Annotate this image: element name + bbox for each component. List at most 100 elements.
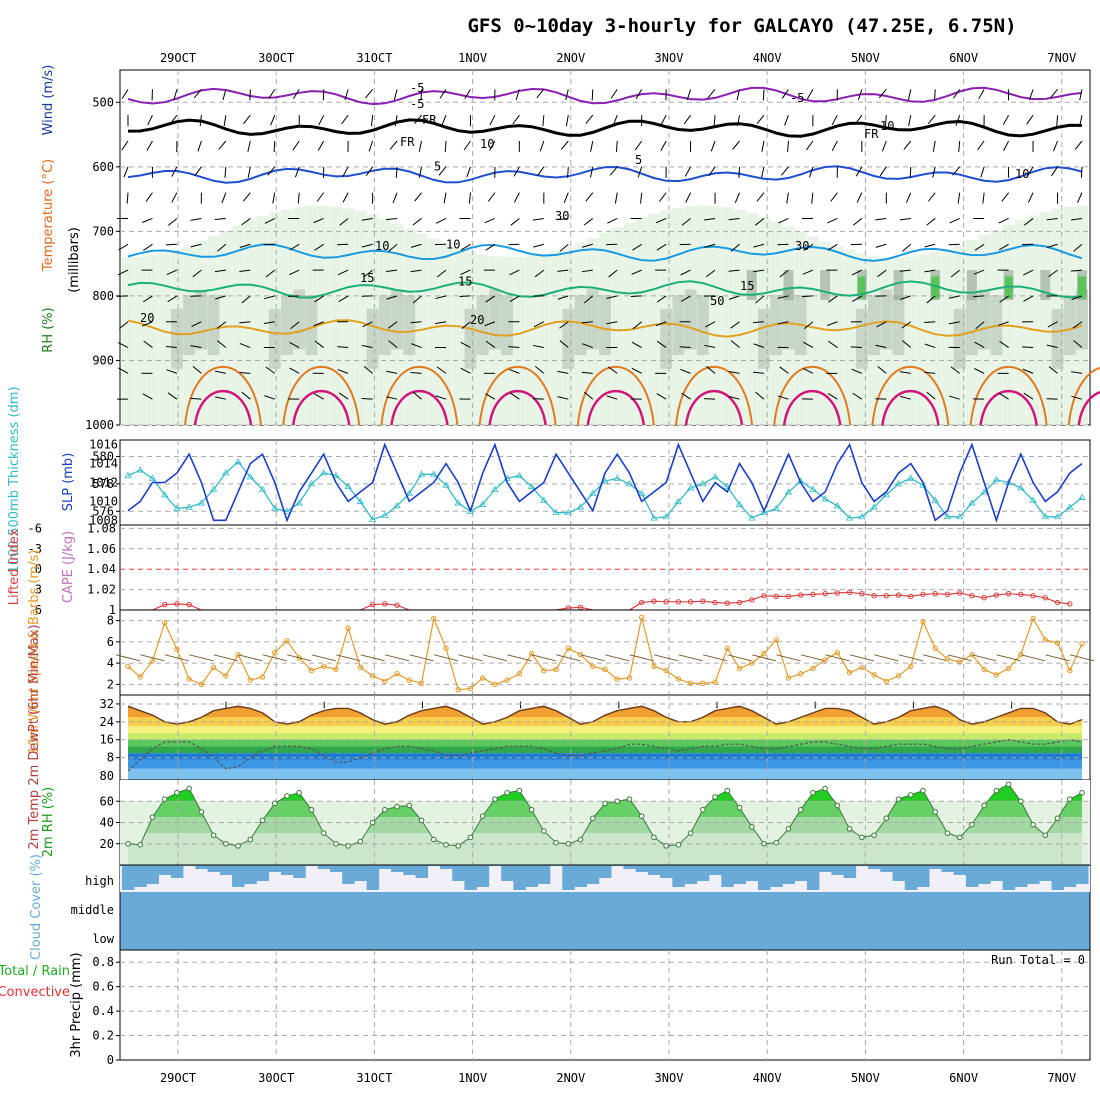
wind-barb (1026, 166, 1034, 177)
wind-barb (412, 295, 422, 304)
wind-barb (899, 395, 911, 400)
wind-barb (952, 89, 961, 99)
wind-speed-marker (296, 655, 302, 661)
temp-band (128, 739, 1082, 747)
rh-shade-dark (783, 270, 794, 301)
wind-barb (927, 114, 936, 124)
lifted-index-marker (712, 599, 718, 606)
wind-barb (215, 295, 226, 300)
thickness-marker (515, 471, 524, 479)
wind-barb (1073, 243, 1083, 252)
cape-tick-label: 1.08 (87, 521, 116, 535)
wind-barb (559, 340, 569, 348)
millibars-axis-label: (millibars) (67, 227, 82, 293)
wind-barb (705, 321, 716, 328)
lifted-index-marker (1067, 601, 1073, 607)
isotherm-25-arch (969, 366, 1048, 426)
wind-barb (509, 295, 520, 302)
rh-shade-green (931, 276, 940, 299)
wind-barb (582, 343, 593, 349)
panel-y-labels: RH (%) Temperature (°C) Wind (m/s) (milliba… (0, 65, 84, 1058)
temp-y-ticks: 32 24 16 8 80 (100, 697, 120, 783)
y-tick-label: 2 (107, 677, 114, 691)
cloud-high-bar (562, 866, 575, 890)
wind-barb (704, 398, 716, 400)
rh-shade-light (1027, 215, 1040, 425)
wind-barb (410, 243, 422, 248)
wind-barb (146, 140, 153, 151)
thickness-marker (784, 488, 793, 495)
wind-barb (143, 340, 153, 348)
precip-axis-label: 3hr Precip (mm) (69, 952, 84, 1057)
thickness-marker (907, 474, 915, 481)
slp-tick-label: 1016 (89, 438, 118, 452)
wind-barb (460, 341, 471, 348)
lifted-index-marker (1005, 590, 1012, 597)
temperature-axis-label: Temperature (°C) (41, 159, 56, 272)
lifted-index-marker (773, 593, 779, 600)
wind-barb (1046, 344, 1058, 349)
thickness-frame (119, 439, 1091, 526)
wind-speed-marker (479, 675, 486, 681)
wind-barb (265, 269, 276, 278)
rh-shade-mid (281, 295, 293, 356)
wind-barb (1048, 269, 1058, 278)
wind-barb (581, 269, 593, 273)
wind-barb (167, 295, 178, 303)
cloud-tick-label: high (85, 874, 114, 888)
wind-barb (778, 218, 789, 224)
rh-marker (724, 787, 731, 794)
wind-barb (387, 321, 398, 329)
wind-barb (612, 115, 618, 126)
rh-shade-mid (1063, 295, 1076, 356)
wind-barb (411, 343, 422, 349)
thickness-marker (478, 500, 487, 507)
wind-barb (660, 114, 667, 126)
wind-speed-marker (504, 677, 510, 683)
wind-barb (1003, 140, 1010, 151)
wind-barb (1051, 166, 1058, 177)
wind-barb (957, 192, 961, 204)
wind-barb (410, 371, 422, 374)
y-tick-label: 8 (107, 614, 114, 628)
rh-shade-light (635, 217, 648, 425)
wind-barb (977, 140, 985, 151)
isotherm-30-arch (881, 389, 940, 426)
wind-barb (386, 217, 398, 221)
cape-tick-label: 1 (109, 603, 116, 617)
wind-barb (241, 391, 251, 400)
lifted-index-marker (822, 590, 828, 597)
wind-barb (418, 166, 423, 178)
rh-shade-mid (586, 289, 599, 350)
lifted-index-marker (1042, 595, 1049, 601)
wind-barb (435, 395, 447, 400)
wind-barb (781, 166, 789, 176)
thickness-marker (173, 504, 181, 511)
cloud-high-bar (537, 866, 551, 884)
wind-speed-marker (969, 651, 975, 658)
rh-marker (1042, 832, 1049, 839)
rh-shade-light (354, 210, 367, 425)
isotherm-30-arch (390, 389, 449, 426)
cloud-high-bar (170, 866, 184, 878)
wind-barb (216, 340, 227, 348)
wind-barb (313, 217, 324, 224)
contour-label: 30 (555, 209, 569, 223)
y-tick-label: 0 (107, 1053, 114, 1067)
rh-shade-mid (403, 295, 416, 356)
wind-barb (632, 243, 642, 251)
rh-shade-light (733, 209, 746, 425)
wind-barb (899, 371, 911, 374)
rh-marker (822, 785, 828, 792)
rh-marker (748, 823, 755, 830)
wind-speed-marker (516, 671, 523, 677)
rh-marker (846, 826, 853, 832)
wind-barb (1002, 114, 1010, 126)
dewpoint-line (127, 739, 1083, 772)
thickness-marker (748, 514, 756, 521)
x-tick-label-bottom: 1NOV (458, 1071, 487, 1085)
wind-barb (463, 140, 471, 151)
wind-barb (314, 295, 324, 303)
wind-barb (386, 295, 398, 300)
